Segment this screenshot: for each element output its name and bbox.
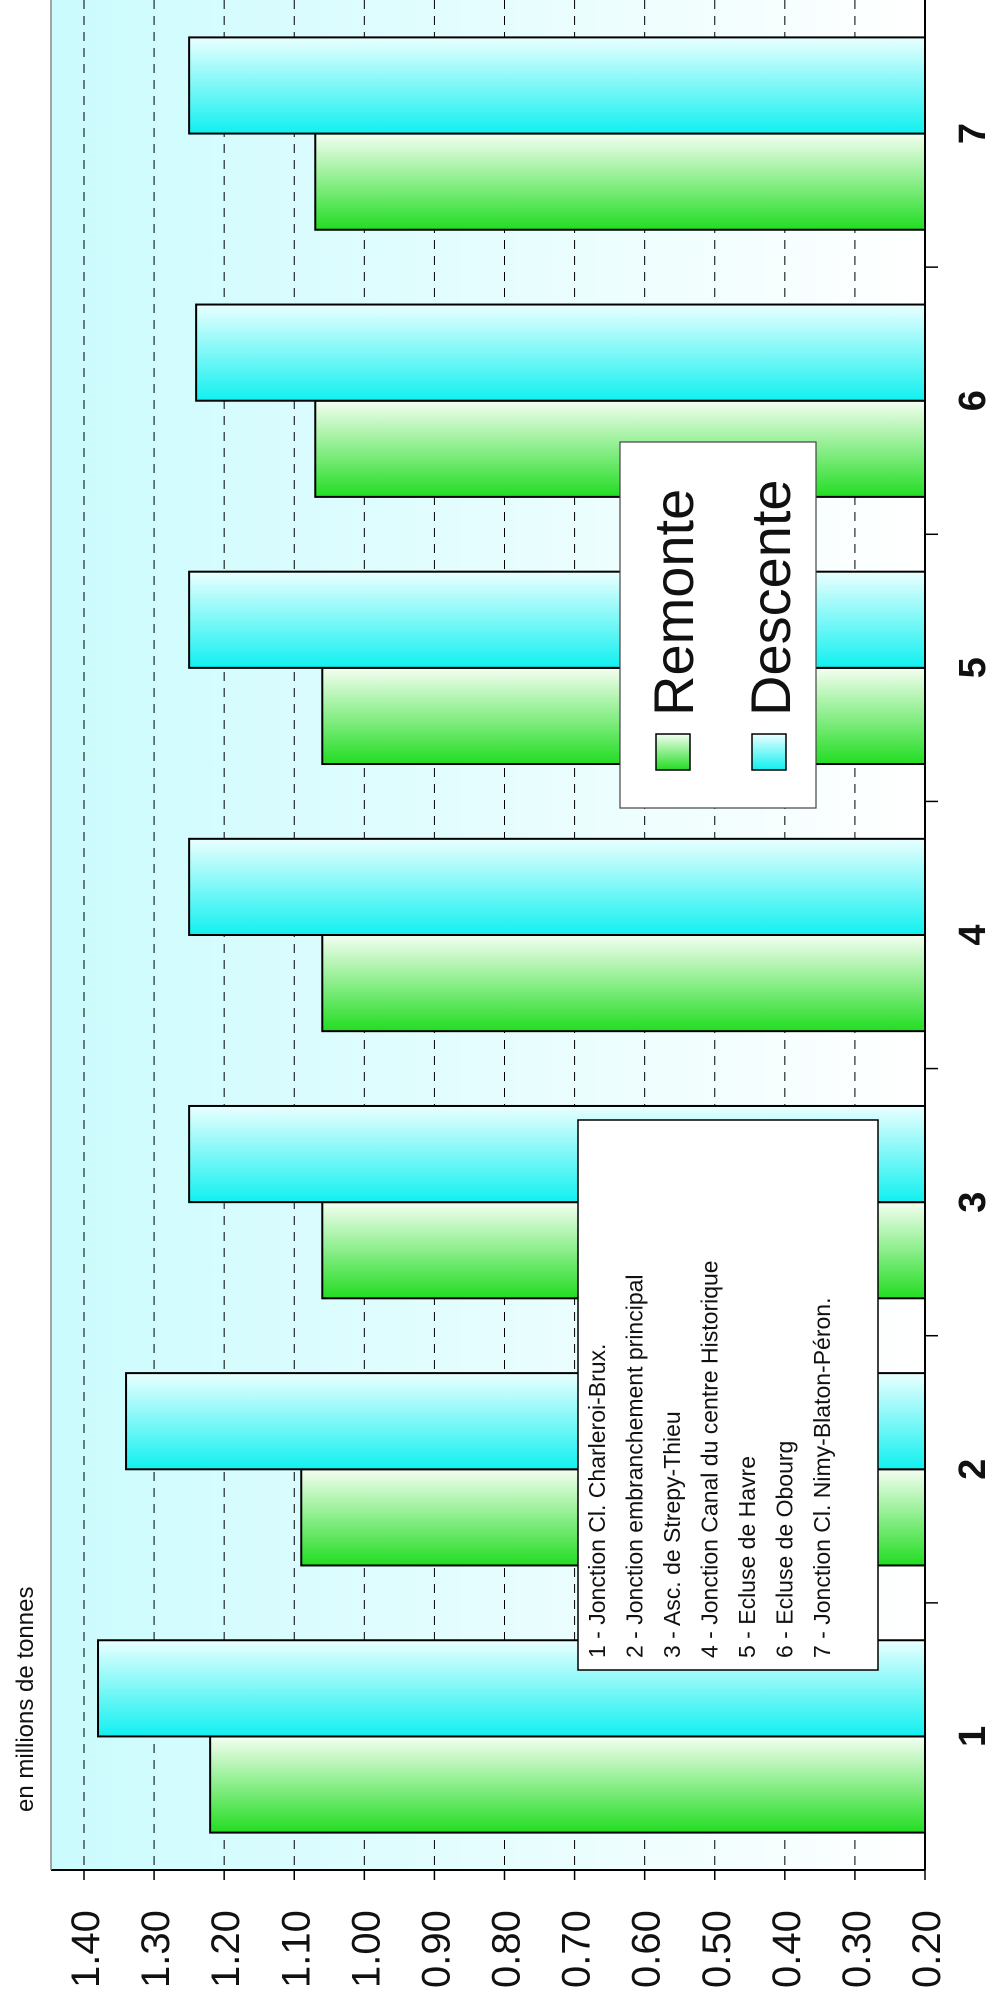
x-tick-label: 4	[952, 924, 994, 945]
x-tick-label: 5	[952, 657, 994, 678]
annotation-line: 5 - Ecluse de Havre	[734, 1456, 760, 1658]
y-tick-label: 0.60	[625, 1910, 669, 1988]
y-tick-label: 0.30	[835, 1910, 879, 1988]
legend-item-remonte: Remonte	[642, 489, 705, 771]
annotation-line: 6 - Ecluse de Obourg	[772, 1441, 798, 1658]
y-tick-label: 0.90	[414, 1910, 458, 1988]
y-tick-label: 1.00	[344, 1910, 388, 1988]
y-tick-label: 0.70	[555, 1910, 599, 1988]
x-tick-label: 3	[952, 1192, 994, 1213]
y-axis-label: en millions de tonnes	[12, 1587, 39, 1812]
legend-label-remonte: Remonte	[642, 489, 705, 716]
annotation-line: 1 - Jonction Cl. Charleroi-Brux.	[584, 1344, 610, 1658]
bar-descente-4	[188, 837, 926, 936]
legend-item-descente: Descente	[739, 479, 802, 771]
x-tick-label: 6	[952, 390, 994, 411]
legend: Remonte Descente	[619, 441, 817, 809]
legend-swatch-remonte	[655, 733, 691, 771]
category-axis-ticks: 1 2 3 4 5 6 7	[925, 123, 994, 1747]
y-tick-label: 0.40	[765, 1910, 809, 1988]
x-tick-label: 1	[952, 1726, 994, 1747]
y-tick-label: 0.80	[485, 1910, 529, 1988]
y-tick-label: 1.30	[134, 1910, 178, 1988]
legend-label-descente: Descente	[739, 479, 802, 716]
x-tick-label: 7	[952, 123, 994, 144]
bar-remonte-4	[321, 934, 926, 1033]
y-tick-label: 0.20	[905, 1910, 949, 1988]
y-tick-label: 1.10	[274, 1910, 318, 1988]
annotation-line: 7 - Jonction Cl. Nimy-Blaton-Péron.	[809, 1298, 835, 1658]
bar-remonte-1	[209, 1735, 926, 1834]
legend-swatch-descente	[751, 733, 787, 771]
y-tick-label: 1.40	[64, 1910, 108, 1988]
y-tick-label: 0.50	[695, 1910, 739, 1988]
bar-descente-6	[195, 303, 926, 402]
value-axis-ticks: 0.20 0.30 0.40 0.50 0.60 0.70 0.80 0.90 1.00 1.10…	[64, 1870, 949, 1988]
annotation-line: 4 - Jonction Canal du centre Historique	[697, 1260, 723, 1658]
bar-remonte-7	[314, 132, 926, 231]
bar-descente-7	[188, 36, 926, 135]
annotation-box: 1 - Jonction Cl. Charleroi-Brux. 2 - Jonc…	[577, 1119, 879, 1671]
x-tick-label: 2	[952, 1459, 994, 1480]
y-tick-label: 1.20	[204, 1910, 248, 1988]
annotation-line: 2 - Jonction embranchement principal	[622, 1274, 648, 1658]
annotation-line: 3 - Asc. de Strepy-Thieu	[659, 1411, 685, 1658]
